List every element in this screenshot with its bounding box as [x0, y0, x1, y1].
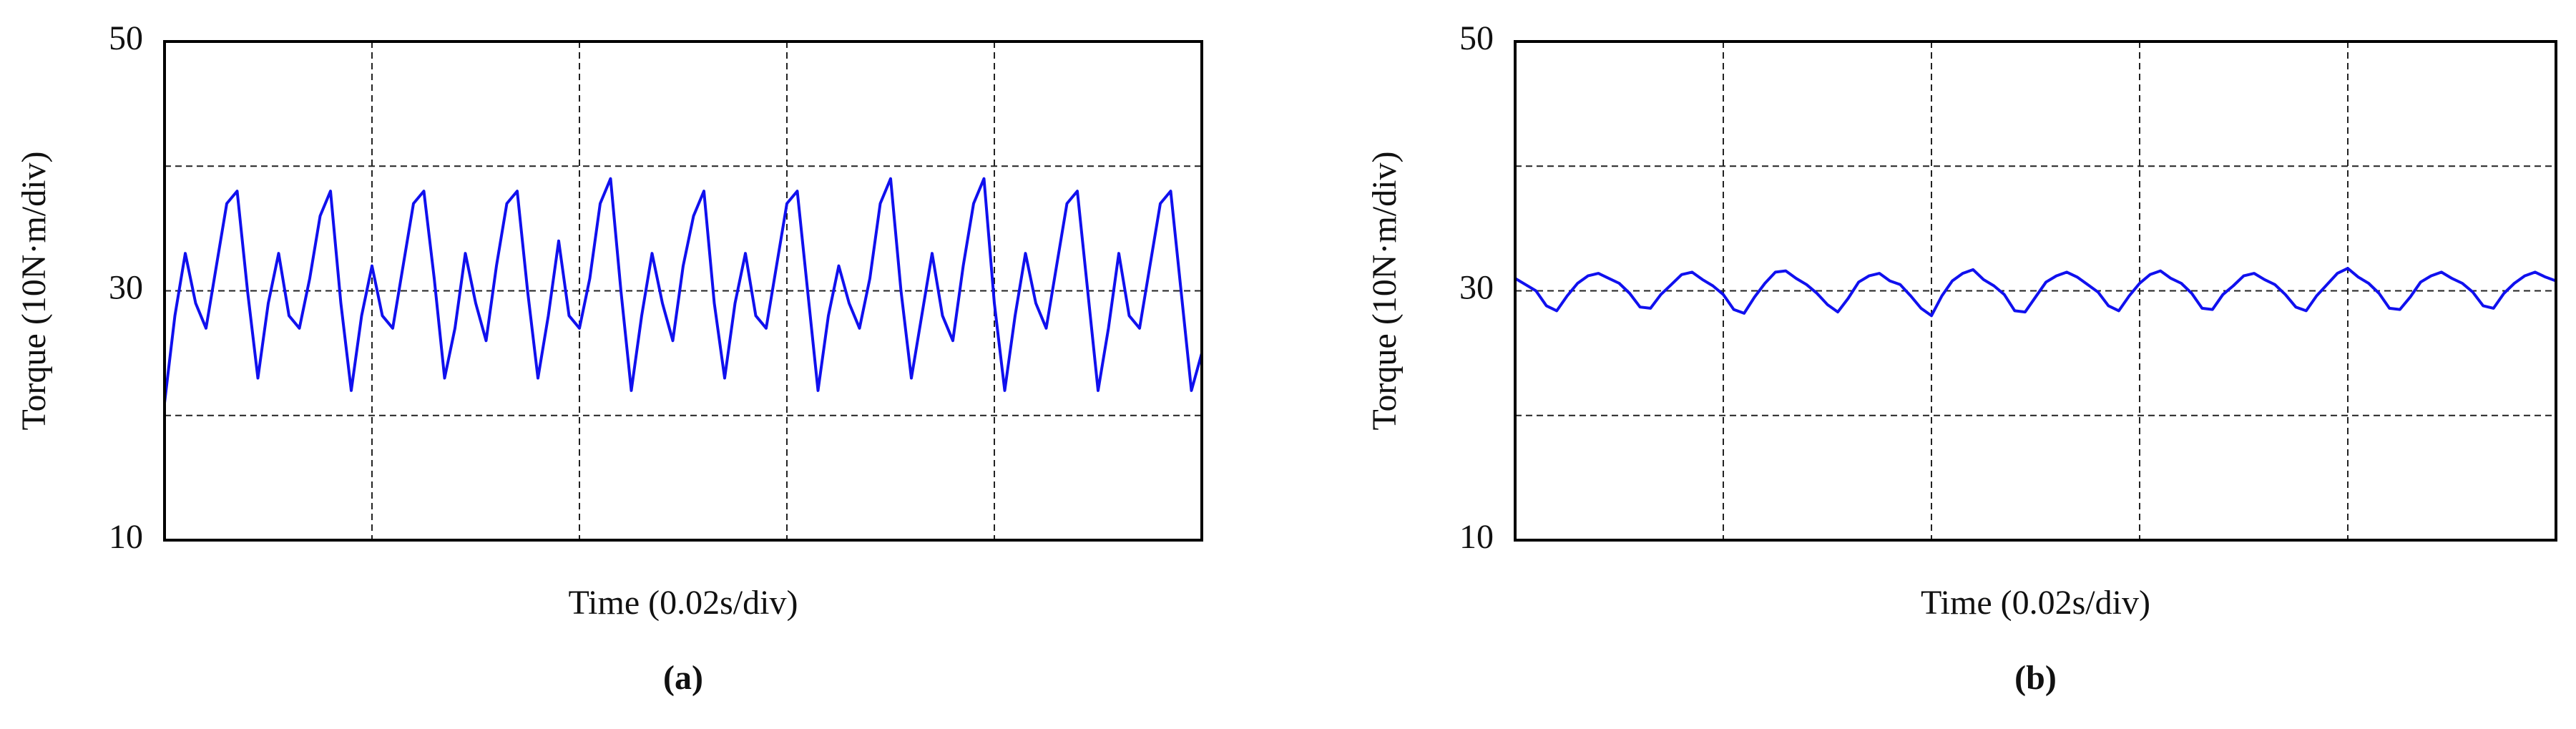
torque-line — [1514, 267, 2557, 318]
y-tick-label: 10 — [1459, 518, 1494, 556]
y-tick-label: 10 — [109, 518, 143, 556]
y-tick-label: 50 — [1459, 19, 1494, 57]
y-axis-title: Torque (10N·m/div) — [15, 152, 53, 431]
y-tick-label: 30 — [109, 269, 143, 307]
panel-label: (b) — [2014, 659, 2057, 697]
torque-line — [163, 177, 1203, 403]
panel-label: (a) — [663, 659, 703, 697]
plot-frame — [163, 40, 1203, 542]
plot-frame — [1514, 40, 2557, 542]
y-tick-label: 50 — [109, 19, 143, 57]
x-axis-title: Time (0.02s/div) — [1921, 584, 2150, 622]
y-axis-title: Torque (10N·m/div) — [1366, 152, 1404, 431]
y-tick-label: 30 — [1459, 269, 1494, 307]
x-axis-title: Time (0.02s/div) — [569, 584, 798, 622]
